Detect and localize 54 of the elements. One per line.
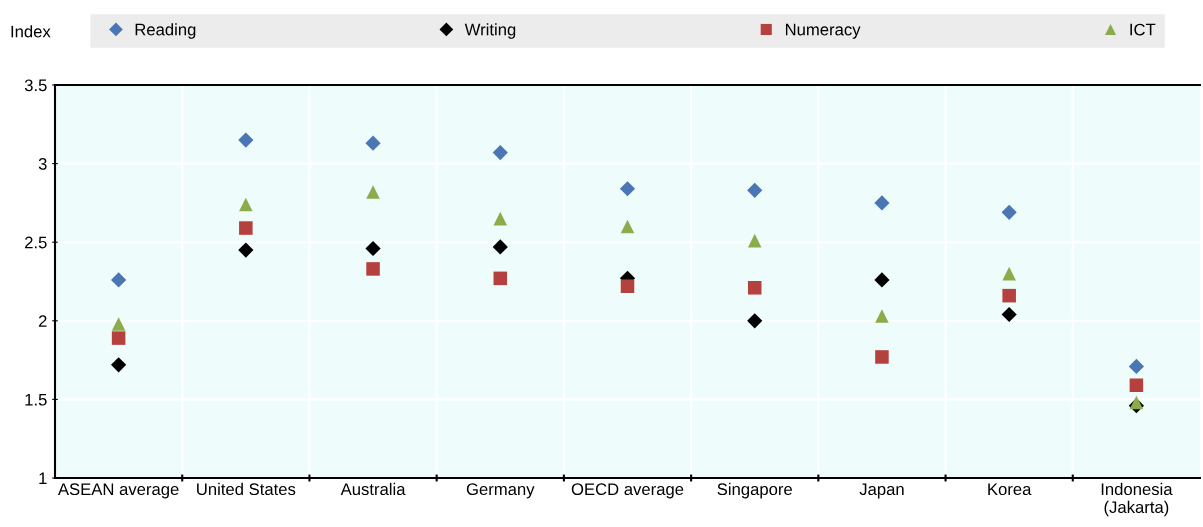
y-tick-label: 1: [39, 472, 47, 485]
point: [238, 132, 254, 148]
point: [111, 331, 126, 345]
point: [874, 195, 890, 211]
point: [239, 197, 253, 212]
y-tick-label: 3: [38, 158, 47, 170]
point: [366, 185, 380, 199]
point: [111, 272, 127, 288]
point: [366, 262, 380, 276]
point: [111, 317, 126, 331]
point: [1002, 266, 1016, 281]
point: [1001, 306, 1017, 323]
point: [365, 135, 381, 151]
point: [493, 211, 508, 226]
point: [492, 144, 508, 161]
legend-label: Reading: [135, 23, 196, 39]
point: [238, 242, 254, 258]
x-tick-label: ASEAN average: [57, 483, 179, 499]
point: [1129, 395, 1144, 410]
point: [620, 279, 635, 293]
point: [492, 239, 508, 255]
point: [493, 271, 508, 286]
point: [1001, 204, 1017, 220]
point: [111, 357, 127, 373]
legend-label: Writing: [464, 23, 516, 39]
y-tick-label: 3.5: [24, 79, 47, 92]
point: [874, 272, 890, 288]
point: [1129, 378, 1144, 393]
x-tick-label: United States: [197, 482, 296, 496]
point: [747, 281, 762, 295]
legend-label: Numeracy: [785, 23, 861, 39]
point: [747, 233, 762, 248]
x-tick-label: Indonesia (Jakarta): [1101, 482, 1173, 517]
legend-label: ICT: [1130, 23, 1156, 36]
point: [875, 350, 889, 364]
y-tick-label: 1.5: [25, 393, 47, 406]
x-tick-label: OECD average: [571, 483, 684, 499]
point: [239, 221, 253, 235]
x-tick-label: Germany: [466, 483, 535, 499]
y-tick-label: 2.5: [25, 236, 47, 249]
point: [1002, 288, 1016, 303]
x-tick-label: Korea: [988, 483, 1032, 496]
point: [619, 181, 636, 197]
y-tick-label: 2: [38, 315, 47, 327]
point: [747, 313, 763, 329]
point: [620, 219, 635, 234]
point: [365, 240, 381, 257]
point: [747, 182, 763, 198]
x-tick-label: Australia: [340, 482, 406, 496]
x-tick-label: Singapore: [717, 482, 792, 499]
x-tick-label: Japan: [859, 483, 904, 499]
point: [1128, 358, 1144, 374]
y-axis-title: Index: [11, 25, 51, 38]
point: [875, 309, 889, 323]
